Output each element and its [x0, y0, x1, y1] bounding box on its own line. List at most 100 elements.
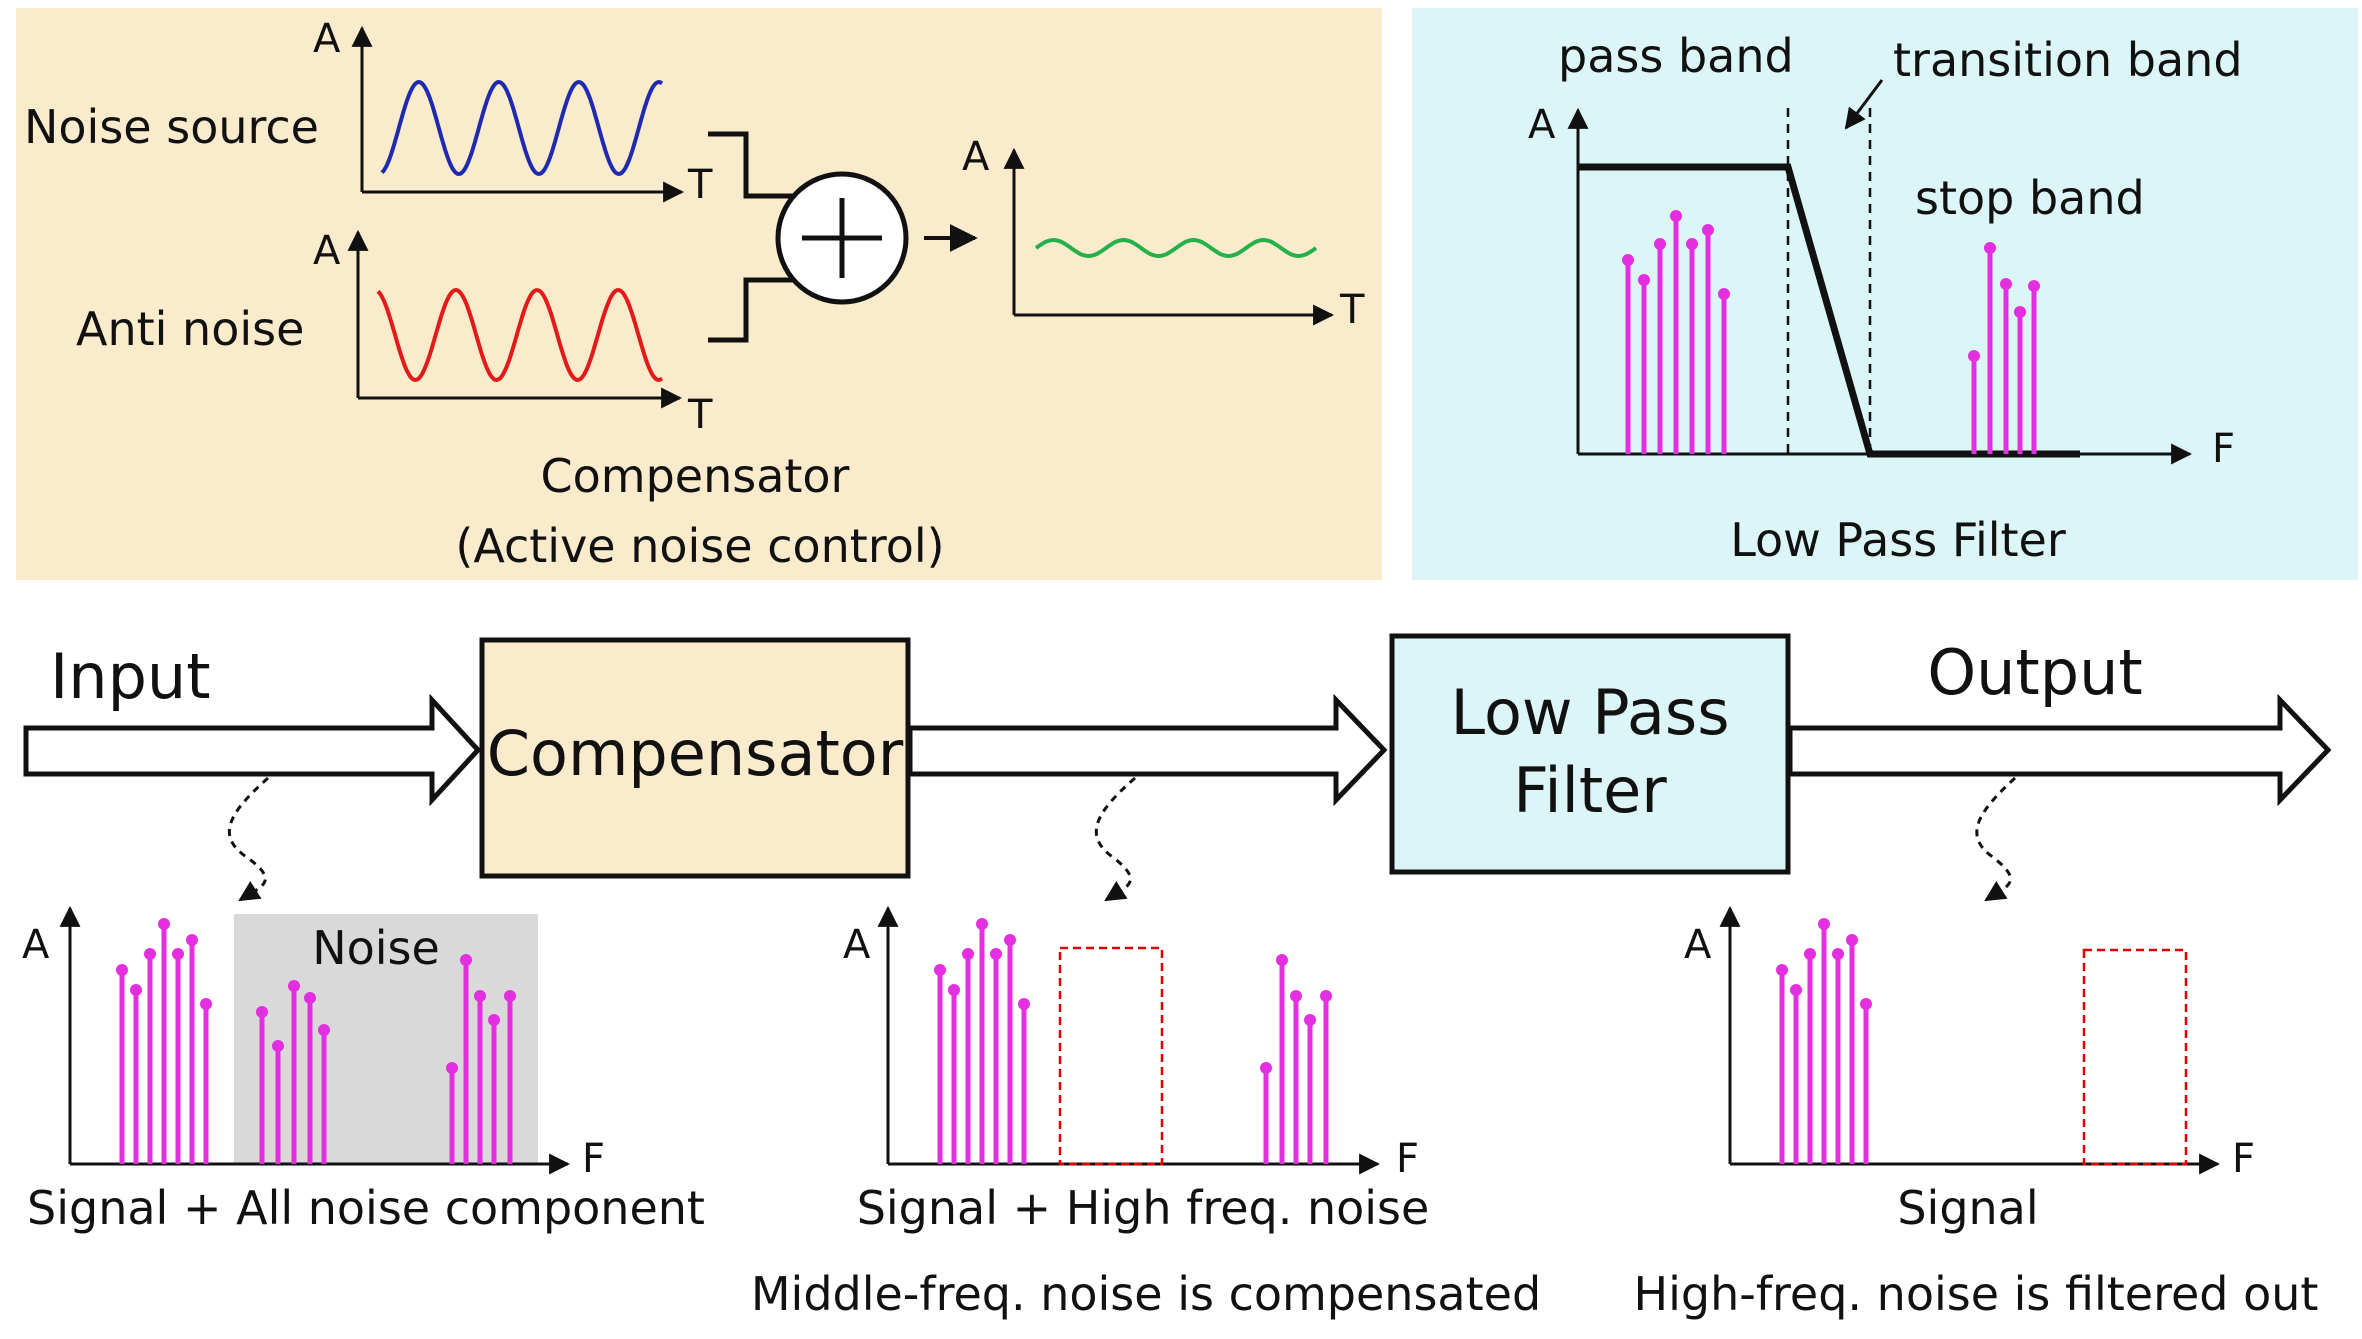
compensated-band-box: [1058, 946, 1164, 1166]
spectrum-stem-tip: [1702, 224, 1714, 236]
spectrum-stem-tip: [1818, 918, 1830, 930]
spectrum-stem-tip: [990, 948, 1002, 960]
spectrum-stem-tip: [144, 948, 156, 960]
filter-caption: Low Pass Filter: [1730, 513, 2066, 567]
result-axis-a: A: [962, 134, 990, 180]
noise-shade: [234, 914, 538, 1164]
input-label: Input: [50, 640, 211, 713]
spectrum-stem-tip: [1260, 1062, 1272, 1074]
spectrum-stem-tip: [460, 954, 472, 966]
spectrum-stem-tip: [446, 1062, 458, 1074]
spectrum-stem-tip: [1984, 242, 1996, 254]
spectrum-stem-tip: [256, 1006, 268, 1018]
compensator-panel: Noise source A T Anti noise A T A T Comp…: [16, 8, 1382, 580]
filter-panel: pass band transition band stop band A F …: [1412, 8, 2358, 580]
stop-band-label: stop band: [1915, 171, 2145, 225]
noise-connector: [708, 131, 795, 199]
spectrum-stem-tip: [304, 992, 316, 1004]
spectrum-stem-tip: [1860, 998, 1872, 1010]
spectrum-3-stems: [1776, 918, 1872, 1164]
filtered-band-box: [2082, 948, 2188, 1166]
transition-band-label: transition band: [1893, 33, 2243, 87]
spectrum-stem-tip: [488, 1014, 500, 1026]
filter-block-label-line1: Low Pass: [1451, 676, 1730, 749]
anti-noise-label: Anti noise: [76, 302, 304, 356]
noise-label: Noise: [312, 921, 440, 975]
filter-axis-a: A: [1528, 102, 1556, 148]
spectrum-stem-tip: [1670, 210, 1682, 222]
anti-connector: [708, 277, 795, 343]
compensator-caption-line1: Compensator: [541, 449, 850, 503]
noise-source-label: Noise source: [24, 100, 319, 154]
spectrum-2-subcaption: Middle-freq. noise is compensated: [751, 1267, 1541, 1321]
middle-spectrum-pointer: [1094, 776, 1136, 902]
spectrum-stem-tip: [1320, 990, 1332, 1002]
spectrum-stem-tip: [1846, 934, 1858, 946]
spectrum-1-stems: [116, 918, 516, 1164]
spectrum-stem-tip: [158, 918, 170, 930]
spectrum-stem-tip: [1304, 1014, 1316, 1026]
output-spectrum-pointer: [1975, 776, 2017, 902]
output-label: Output: [1927, 636, 2142, 709]
spectrum-1-caption: Signal + All noise component: [27, 1181, 705, 1235]
spectrum-stem-tip: [962, 948, 974, 960]
spectrum-stem-tip: [1622, 254, 1634, 266]
spectrum-stem-tip: [200, 998, 212, 1010]
filter-block-label-line2: Filter: [1513, 754, 1667, 827]
flow-row: Input Compensator Low Pass Filter Output: [23, 633, 2332, 902]
spectrum-2-axis-a: A: [843, 922, 871, 968]
spectrum-stem-tip: [2000, 278, 2012, 290]
spectrum-stem-tip: [172, 948, 184, 960]
spectrum-output: A F Signal High-freq. noise is filtered …: [1634, 905, 2319, 1321]
spectrum-stem-tip: [288, 980, 300, 992]
spectrum-stem-tip: [474, 990, 486, 1002]
input-arrow: [23, 693, 482, 807]
noise-axis-t: T: [687, 162, 713, 208]
spectrum-stem-tip: [2028, 280, 2040, 292]
spectrum-stem-tip: [976, 918, 988, 930]
spectrum-1-axis-f: F: [582, 1136, 605, 1182]
spectrum-2-stems: [934, 918, 1332, 1164]
spectrum-3-caption: Signal: [1897, 1181, 2038, 1235]
spectrum-stem-tip: [1776, 964, 1788, 976]
spectrum-stem-tip: [272, 1040, 284, 1052]
transition-pointer-arrow: [1844, 79, 1884, 130]
compensator-caption-line2: (Active noise control): [455, 519, 944, 573]
noise-axis-a: A: [313, 16, 341, 62]
spectrum-stem-tip: [2014, 306, 2026, 318]
spectrum-stem-tip: [318, 1024, 330, 1036]
spectrum-3-axis-a: A: [1684, 922, 1712, 968]
spectrum-stem-tip: [504, 990, 516, 1002]
filter-axis-f: F: [2212, 426, 2235, 472]
spectrum-2-axis-f: F: [1396, 1136, 1419, 1182]
noise-source-wave: [380, 79, 664, 177]
spectrum-stem-tip: [1654, 238, 1666, 250]
spectrum-3-axis-f: F: [2232, 1136, 2255, 1182]
spectrum-stem-tip: [1276, 954, 1288, 966]
spectrum-stem-tip: [1290, 990, 1302, 1002]
spectrum-stem-tip: [934, 964, 946, 976]
spectrum-2-caption: Signal + High freq. noise: [857, 1181, 1430, 1235]
filter-block: [1389, 633, 1791, 875]
pass-band-label: pass band: [1558, 29, 1794, 83]
compensator-panel-bg: [16, 8, 1382, 580]
compensator-block-label: Compensator: [487, 717, 904, 790]
filter-panel-bg: [1412, 8, 2358, 580]
anti-axis-a: A: [313, 228, 341, 274]
spectrum-stem-tip: [116, 964, 128, 976]
filter-panel-spectrum: [1622, 210, 2040, 454]
spectrum-input: Noise A F Signal + All noise component: [22, 905, 705, 1235]
input-spectrum-pointer: [227, 776, 270, 902]
spectrum-stem-tip: [1638, 274, 1650, 286]
spectrum-stem-tip: [130, 984, 142, 996]
spectrum-stem-tip: [1004, 934, 1016, 946]
anti-noise-wave: [376, 287, 664, 383]
spectrum-middle: A F Signal + High freq. noise Middle-fre…: [751, 905, 1541, 1321]
spectrum-stem-tip: [1718, 288, 1730, 300]
spectrum-stem-tip: [1832, 948, 1844, 960]
spectrum-3-subcaption: High-freq. noise is filtered out: [1634, 1267, 2319, 1321]
plus-circle-icon: [775, 171, 909, 305]
spectrum-stem-tip: [1790, 984, 1802, 996]
spectrum-stem-tip: [948, 984, 960, 996]
